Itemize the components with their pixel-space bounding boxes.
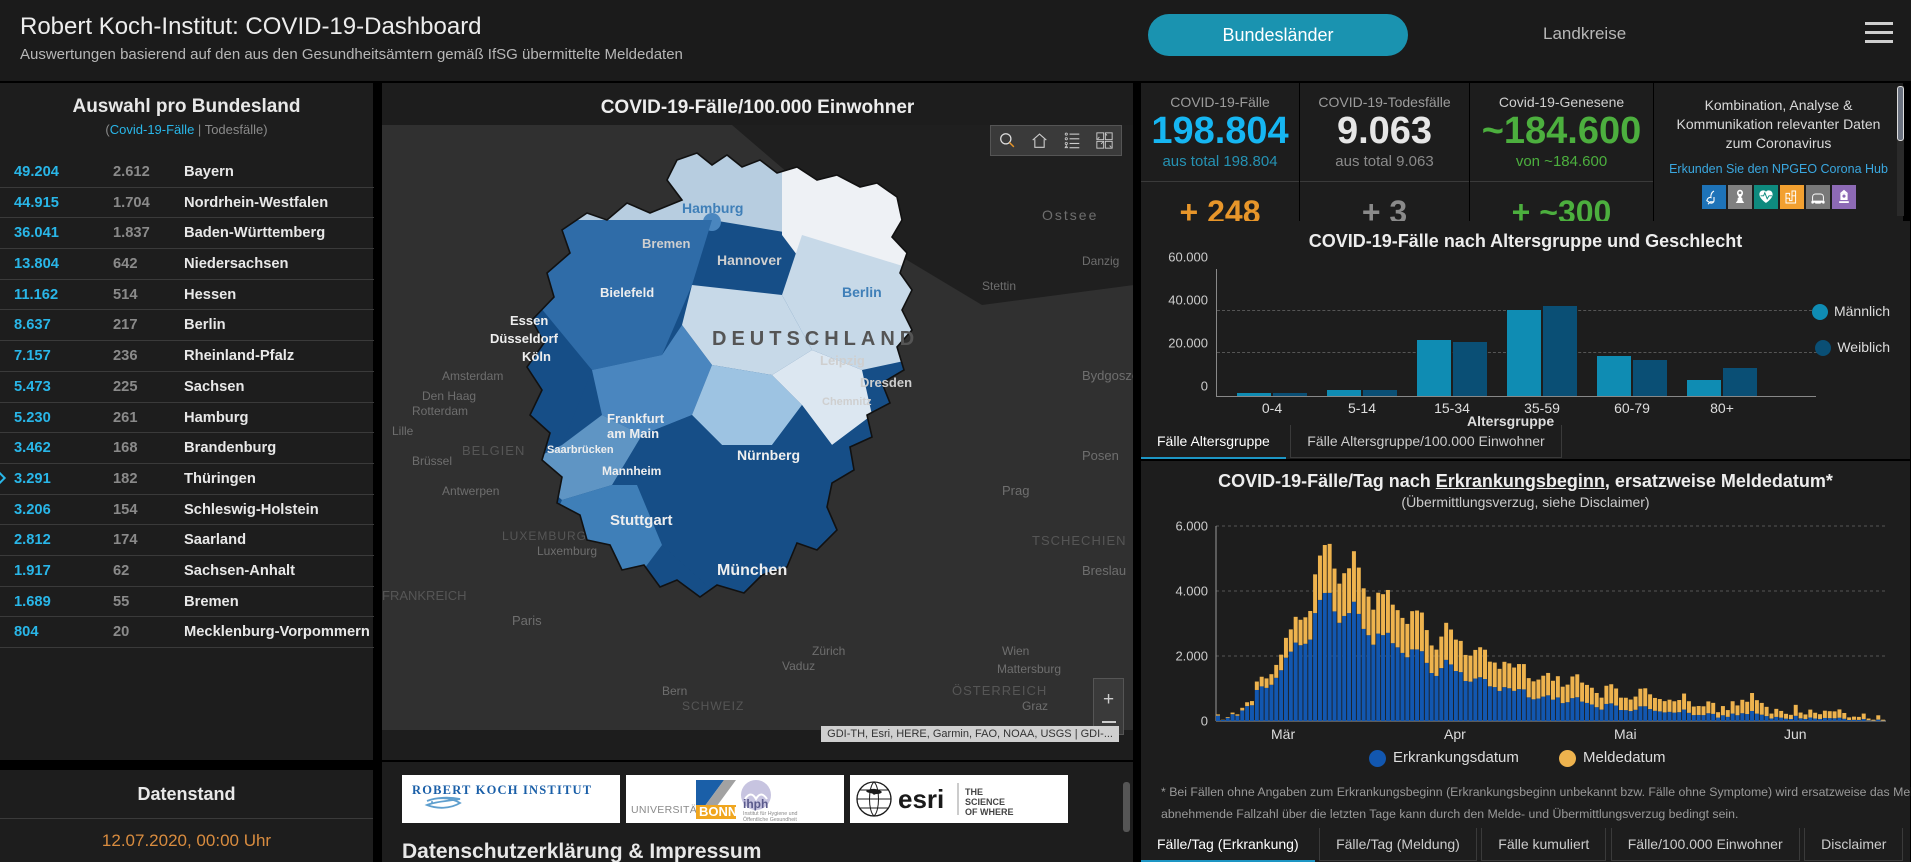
svg-text:Brüssel: Brüssel <box>412 454 452 468</box>
svg-text:Hamburg: Hamburg <box>682 200 743 216</box>
svg-text:Saarbrücken: Saarbrücken <box>547 444 614 456</box>
svg-text:Leipzig: Leipzig <box>820 353 865 368</box>
svg-text:München: München <box>717 562 787 579</box>
svg-text:Mannheim: Mannheim <box>602 464 661 478</box>
svg-text:Stettin: Stettin <box>982 279 1016 293</box>
svg-text:Danzig: Danzig <box>1082 254 1119 268</box>
svg-text:am Main: am Main <box>607 426 659 441</box>
svg-text:Rotterdam: Rotterdam <box>412 404 468 418</box>
svg-text:Mattersburg: Mattersburg <box>997 662 1061 676</box>
svg-text:Bielefeld: Bielefeld <box>600 285 654 300</box>
svg-text:OF WHERE: OF WHERE <box>965 807 1014 817</box>
svg-text:esri: esri <box>898 784 944 814</box>
svg-text:Bremen: Bremen <box>642 236 690 251</box>
svg-text:Ostsee: Ostsee <box>1042 207 1098 223</box>
svg-text:Bydgoszcz: Bydgoszcz <box>1082 368 1134 383</box>
svg-text:Dresden: Dresden <box>860 375 912 390</box>
svg-text:Stuttgart: Stuttgart <box>610 512 673 529</box>
svg-text:SCIENCE: SCIENCE <box>965 797 1005 807</box>
svg-text:Frankfurt: Frankfurt <box>607 411 665 426</box>
svg-text:Amsterdam: Amsterdam <box>442 369 503 383</box>
svg-text:Lille: Lille <box>392 424 414 438</box>
svg-text:Den Haag: Den Haag <box>422 389 476 403</box>
svg-text:ROBERT KOCH INSTITUT: ROBERT KOCH INSTITUT <box>412 783 592 797</box>
svg-text:DEUTSCHLAND: DEUTSCHLAND <box>712 328 919 350</box>
svg-text:Essen: Essen <box>510 313 548 328</box>
svg-text:Hannover: Hannover <box>717 252 782 268</box>
svg-text:Köln: Köln <box>522 349 551 364</box>
svg-text:ÖSTERREICH: ÖSTERREICH <box>952 683 1047 698</box>
svg-text:Graz: Graz <box>1022 699 1048 713</box>
svg-text:BONN: BONN <box>699 804 737 819</box>
svg-text:Luxemburg: Luxemburg <box>537 544 597 558</box>
svg-text:Prag: Prag <box>1002 483 1029 498</box>
svg-text:Chemnitz: Chemnitz <box>822 396 872 408</box>
svg-text:Breslau: Breslau <box>1082 563 1126 578</box>
svg-text:Vaduz: Vaduz <box>782 659 815 673</box>
svg-text:Bern: Bern <box>662 684 687 698</box>
svg-text:BELGIEN: BELGIEN <box>462 443 525 458</box>
svg-text:THE: THE <box>965 787 983 797</box>
svg-text:UNIVERSITÄT: UNIVERSITÄT <box>631 804 704 816</box>
svg-text:FRANKREICH: FRANKREICH <box>382 588 467 603</box>
svg-text:Posen: Posen <box>1082 448 1119 463</box>
svg-text:LUXEMBURG: LUXEMBURG <box>502 529 587 543</box>
svg-text:Zürich: Zürich <box>812 644 845 658</box>
svg-text:Öffentliche Gesundheit: Öffentliche Gesundheit <box>743 816 797 823</box>
svg-text:Nürnberg: Nürnberg <box>737 447 800 463</box>
svg-text:Antwerpen: Antwerpen <box>442 484 499 498</box>
svg-text:Berlin: Berlin <box>842 284 882 300</box>
svg-text:TSCHECHIEN: TSCHECHIEN <box>1032 533 1127 548</box>
svg-text:ihph: ihph <box>743 797 768 811</box>
svg-text:Wien: Wien <box>1002 644 1029 658</box>
svg-text:SCHWEIZ: SCHWEIZ <box>682 699 744 713</box>
svg-text:Düsseldorf: Düsseldorf <box>490 331 559 346</box>
svg-text:Paris: Paris <box>512 613 542 628</box>
